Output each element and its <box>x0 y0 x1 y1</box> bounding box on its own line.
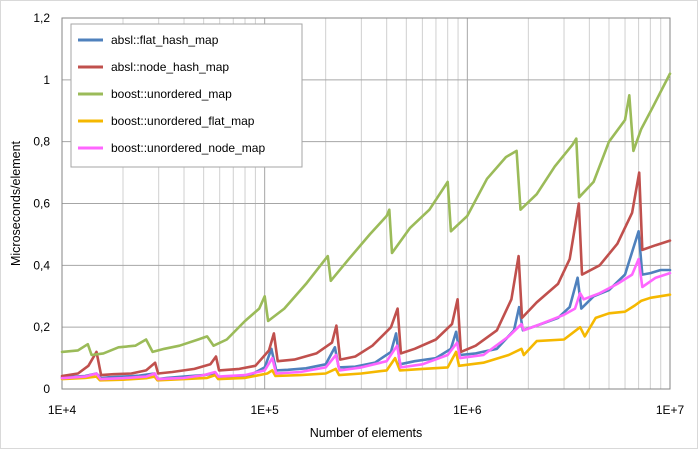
y-axis-ticks: 0 0,2 0,4 0,6 0,8 1 1,2 <box>33 11 50 396</box>
legend-box <box>70 23 303 168</box>
legend-label: absl::node_hash_map <box>111 60 229 74</box>
legend-label: boost::unordered_map <box>111 87 232 101</box>
y-tick-label: 0,4 <box>33 258 50 272</box>
y-axis-title: Microseconds/element <box>9 140 23 266</box>
legend-label: boost::unordered_node_map <box>111 141 265 155</box>
series-lines <box>60 72 672 382</box>
x-axis-ticks: 1E+4 1E+5 1E+6 1E+7 <box>48 403 685 417</box>
x-tick-label: 1E+6 <box>453 403 482 417</box>
x-axis-title: Number of elements <box>310 426 423 440</box>
y-tick-label: 1 <box>43 73 50 87</box>
series-line-5 <box>60 257 672 381</box>
y-tick-label: 0,8 <box>33 135 50 149</box>
legend: absl::flat_hash_mapabsl::node_hash_mapbo… <box>70 23 303 168</box>
y-tick-label: 0,2 <box>33 320 50 334</box>
x-tick-label: 1E+5 <box>250 403 279 417</box>
x-tick-label: 1E+4 <box>48 403 77 417</box>
legend-label: absl::flat_hash_map <box>111 33 219 47</box>
y-tick-label: 1,2 <box>33 11 50 25</box>
legend-label: boost::unordered_flat_map <box>111 114 255 128</box>
plot-area-border <box>61 17 671 390</box>
x-tick-label: 1E+7 <box>656 403 685 417</box>
y-tick-label: 0,6 <box>33 197 50 211</box>
series-line-3 <box>60 72 672 357</box>
y-tick-label: 0 <box>43 382 50 396</box>
series-line-2 <box>60 171 672 378</box>
